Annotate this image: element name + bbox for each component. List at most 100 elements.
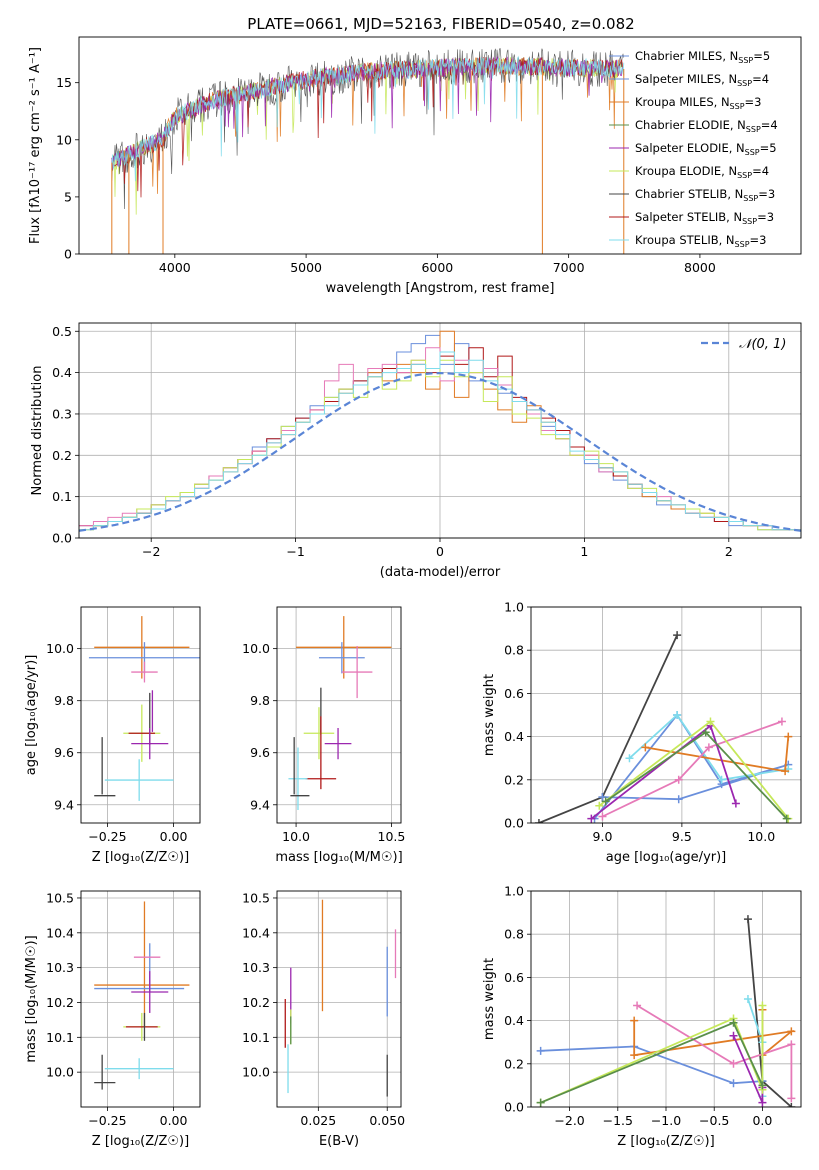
y-tick-label: 10.2 bbox=[46, 995, 74, 1010]
x-tick-label: 8000 bbox=[684, 260, 716, 275]
plot-area-massweight_vs_z bbox=[536, 915, 796, 1107]
axes-frame bbox=[80, 606, 201, 824]
y-tick-label: 0.8 bbox=[504, 927, 524, 942]
legend-value: =3 bbox=[750, 233, 767, 247]
x-tick-label: 10.0 bbox=[282, 829, 310, 844]
weight-marker bbox=[781, 767, 790, 776]
y-tick-label: 10.0 bbox=[46, 641, 74, 656]
x-axis-label: Z [log₁₀(Z/Z☉)] bbox=[92, 850, 189, 865]
weight-marker bbox=[630, 1016, 639, 1025]
legend-value: =5 bbox=[753, 49, 770, 63]
y-tick-label: 10 bbox=[56, 132, 72, 147]
weight-marker bbox=[598, 793, 607, 802]
plot-area-age_vs_z bbox=[88, 616, 200, 801]
x-tick-label: −0.25 bbox=[88, 829, 126, 844]
weight-marker bbox=[729, 1059, 738, 1068]
y-tick-label: 10.3 bbox=[46, 960, 74, 975]
weight-marker bbox=[701, 728, 710, 737]
axes-age_vs_z: −0.25 0.00 9.4 9.6 9.8 10.0 Z [log₁₀(Z/Z☉)] age… bbox=[24, 606, 201, 865]
y-tick-label: 0.4 bbox=[504, 729, 524, 744]
y-tick-label: 10.2 bbox=[242, 995, 270, 1010]
axes-mass_vs_ebv: 0.025 0.050 10.0 10.1 10.2 10.3 10.4 10.5 E(B-V) bbox=[242, 890, 405, 1149]
legend-subscript: SSP bbox=[735, 240, 750, 249]
y-tick-label: 0.2 bbox=[52, 448, 72, 463]
weight-marker bbox=[782, 814, 791, 823]
legend: 𝒩(0, 1) bbox=[701, 337, 786, 352]
x-tick-label: 4000 bbox=[159, 260, 191, 275]
weight-line bbox=[747, 919, 792, 1107]
legend-value: =3 bbox=[758, 187, 775, 201]
spectrum-line bbox=[111, 55, 625, 182]
weight-marker bbox=[787, 1094, 796, 1103]
legend-entry: Chabrier MILES, NSSP=5 bbox=[635, 49, 770, 65]
x-tick-label: 6000 bbox=[421, 260, 453, 275]
legend-subscript: SSP bbox=[746, 125, 761, 134]
x-axis-label: Z [log₁₀(Z/Z☉)] bbox=[92, 1134, 189, 1149]
axes-frame bbox=[78, 36, 802, 255]
y-axis-label: Normed distribution bbox=[30, 366, 45, 496]
legend-value: =4 bbox=[752, 164, 769, 178]
weight-marker bbox=[784, 732, 793, 741]
legend-subscript: SSP bbox=[738, 56, 753, 65]
weight-marker bbox=[641, 743, 650, 752]
y-tick-label: 0.8 bbox=[504, 643, 524, 658]
weight-line bbox=[540, 1021, 764, 1104]
weight-marker bbox=[787, 1027, 796, 1036]
axes-frame bbox=[276, 606, 402, 824]
weight-marker bbox=[729, 1079, 738, 1088]
weight-line bbox=[540, 1045, 763, 1085]
weight-marker bbox=[673, 631, 682, 640]
figure-title: PLATE=0661, MJD=52163, FIBERID=0540, z=0… bbox=[247, 15, 634, 33]
weight-marker bbox=[777, 717, 786, 726]
legend-entry: Kroupa ELODIE, NSSP=4 bbox=[635, 164, 769, 180]
legend-value: =4 bbox=[761, 118, 778, 132]
weight-marker bbox=[743, 915, 752, 924]
y-axis-label: mass weight bbox=[482, 674, 497, 756]
y-tick-label: 0.1 bbox=[52, 489, 72, 504]
plot-area-residuals bbox=[79, 330, 801, 538]
axes-massweight_vs_z: −2.0 −1.5 −1.0 −0.5 0.0 0.0 0.2 0.4 0.6 0.8 1.0 Z [… bbox=[482, 884, 802, 1149]
x-tick-label: 2 bbox=[725, 544, 733, 559]
y-tick-label: 15 bbox=[56, 75, 72, 90]
y-tick-label: 0.6 bbox=[504, 970, 524, 985]
x-tick-label: −2.0 bbox=[554, 1113, 584, 1128]
y-tick-label: 10.4 bbox=[242, 925, 270, 940]
legend-subscript: SSP bbox=[745, 148, 760, 157]
x-tick-label: 0.025 bbox=[300, 1113, 336, 1128]
y-tick-label: 10.5 bbox=[242, 890, 270, 905]
y-tick-label: 1.0 bbox=[504, 600, 524, 615]
legend-value: =3 bbox=[757, 210, 774, 224]
weight-marker bbox=[536, 1046, 545, 1055]
x-tick-label: 0.0 bbox=[752, 1113, 772, 1128]
x-axis-label: (data-model)/error bbox=[380, 565, 501, 580]
y-tick-label: 10.4 bbox=[46, 925, 74, 940]
y-tick-label: 10.1 bbox=[46, 1030, 74, 1045]
legend-entry: 𝒩(0, 1) bbox=[739, 337, 786, 352]
legend: Chabrier MILES, NSSP=5 Salpeter MILES, NS… bbox=[609, 49, 778, 249]
x-tick-label: 10.5 bbox=[378, 829, 406, 844]
legend-value: =5 bbox=[760, 141, 777, 155]
x-axis-label: Z [log₁₀(Z/Z☉)] bbox=[617, 1134, 714, 1149]
x-tick-label: 0.00 bbox=[160, 829, 188, 844]
axes-frame bbox=[530, 890, 802, 1108]
y-tick-label: 9.8 bbox=[250, 693, 270, 708]
y-tick-label: 0.4 bbox=[504, 1013, 524, 1028]
x-tick-label: 1 bbox=[580, 544, 588, 559]
weight-marker bbox=[534, 819, 543, 823]
y-tick-label: 0.2 bbox=[504, 1056, 524, 1071]
y-tick-label: 10.5 bbox=[46, 890, 74, 905]
legend-entry: Salpeter MILES, NSSP=4 bbox=[635, 72, 769, 88]
y-tick-label: 0.0 bbox=[52, 531, 72, 546]
normal-curve bbox=[79, 371, 801, 532]
weight-line bbox=[732, 1035, 764, 1104]
weight-marker bbox=[595, 801, 604, 810]
axes-frame bbox=[276, 890, 402, 1108]
x-axis-label: wavelength [Angstrom, rest frame] bbox=[326, 281, 555, 296]
y-tick-label: 0 bbox=[64, 247, 72, 262]
y-tick-label: 10.0 bbox=[46, 1065, 74, 1080]
weight-line bbox=[633, 1009, 795, 1058]
weight-marker bbox=[633, 1001, 642, 1010]
x-axis-label: mass [log₁₀(M/M☉)] bbox=[275, 850, 402, 865]
y-axis-label: mass weight bbox=[482, 958, 497, 1040]
